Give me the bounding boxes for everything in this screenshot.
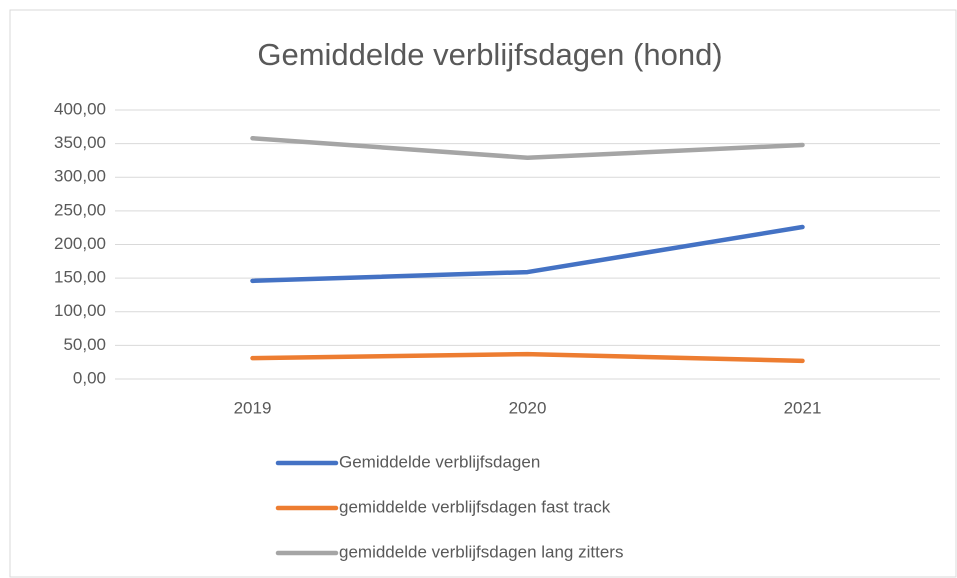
series-line <box>250 351 805 364</box>
x-tick-label: 2020 <box>509 398 547 417</box>
y-tick-label: 200,00 <box>54 234 106 253</box>
y-tick-label: 50,00 <box>63 335 106 354</box>
x-tick-label: 2019 <box>234 398 272 417</box>
chart-title: Gemiddelde verblijfsdagen (hond) <box>257 37 722 72</box>
x-tick-label: 2021 <box>784 398 822 417</box>
y-tick-label: 150,00 <box>54 268 106 287</box>
legend-label: gemiddelde verblijfsdagen fast track <box>339 497 611 516</box>
y-tick-label: 0,00 <box>73 368 106 387</box>
series-line <box>250 135 805 160</box>
series-line <box>250 224 805 284</box>
y-tick-label: 350,00 <box>54 133 106 152</box>
legend-label: gemiddelde verblijfsdagen lang zitters <box>339 542 623 561</box>
y-tick-label: 250,00 <box>54 200 106 219</box>
y-tick-label: 300,00 <box>54 167 106 186</box>
y-tick-label: 400,00 <box>54 99 106 118</box>
chart-frame <box>9 9 957 578</box>
legend-label: Gemiddelde verblijfsdagen <box>339 452 540 471</box>
y-tick-label: 100,00 <box>54 301 106 320</box>
